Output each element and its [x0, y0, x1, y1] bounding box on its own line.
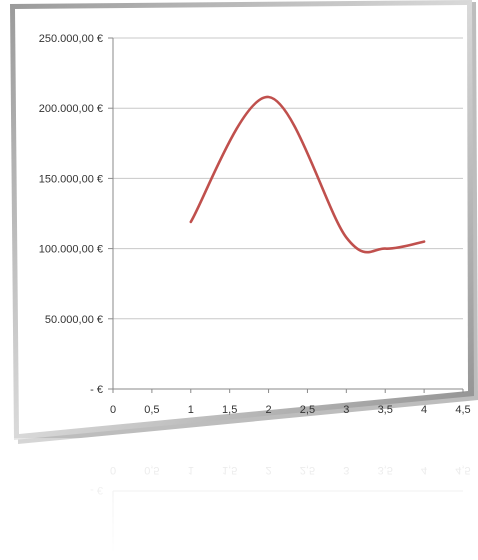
y-tick-label: 200.000,00 €	[39, 103, 103, 115]
x-tick-label: 0,5	[144, 404, 159, 416]
x-tick-labels: 0 0,5 1 1,5 2 2,5 3 3,5 4 4,5	[110, 404, 471, 416]
y-tick-label: 50.000,00 €	[45, 314, 103, 326]
axes	[108, 37, 464, 393]
x-tick-label: 2,5	[300, 404, 315, 416]
x-tick-label: 4,5	[455, 404, 470, 416]
series-line	[189, 95, 426, 254]
gridlines	[113, 37, 463, 320]
y-tick-label: - €	[90, 384, 103, 396]
y-tick-label: 100.000,00 €	[39, 244, 103, 256]
y-tick-label: 250.000,00 €	[39, 33, 103, 45]
y-tick-label: 150.000,00 €	[39, 173, 103, 185]
reflection-fade	[0, 438, 478, 560]
x-tick-label: 4	[421, 404, 427, 416]
x-tick-label: 2	[265, 404, 271, 416]
y-tick-labels: - € 50.000,00 € 100.000,00 € 150.000,00 € 20…	[39, 33, 103, 396]
x-tick-label: 3	[343, 404, 349, 416]
x-tick-label: 1,5	[222, 404, 237, 416]
x-tick-label: 3,5	[378, 404, 393, 416]
x-tick-label: 1	[188, 404, 194, 416]
chart-panel	[15, 5, 468, 434]
x-tick-label: 0	[110, 404, 116, 416]
